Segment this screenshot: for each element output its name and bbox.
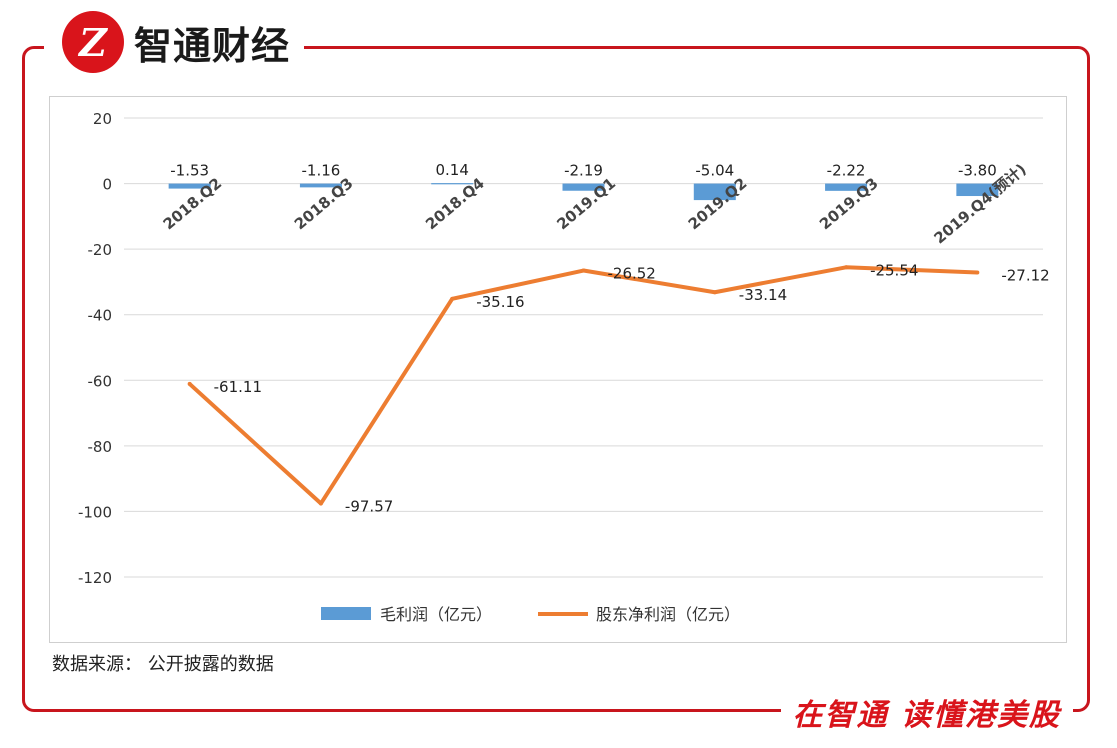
- line-point: [581, 268, 586, 273]
- line-data-label: -61.11: [214, 378, 262, 396]
- bar: [299, 183, 342, 188]
- bar-data-label: -1.16: [302, 162, 341, 180]
- brand-name: 智通财经: [134, 23, 291, 68]
- brand-footer: 在智通 读懂港美股: [780, 690, 1073, 734]
- bar: [825, 183, 868, 191]
- bar-data-label: -1.53: [170, 162, 209, 180]
- y-tick-label: -100: [78, 503, 112, 521]
- line-point: [975, 270, 980, 275]
- bar: [431, 183, 474, 185]
- y-tick-label: -60: [88, 372, 113, 390]
- y-tick-label: -120: [78, 569, 112, 587]
- bar-data-label: 0.14: [436, 161, 469, 179]
- bar-data-label: -5.04: [695, 162, 734, 180]
- line-data-label: -97.57: [345, 497, 393, 515]
- bar: [562, 183, 605, 191]
- logo-mark: Z: [79, 19, 107, 65]
- line-series-net-profit: [188, 265, 978, 506]
- line-point: [844, 265, 849, 270]
- brand-logo-icon: Z: [62, 11, 124, 73]
- x-tick-label: 2019.Q3: [816, 174, 882, 233]
- brand-header: Z 智通财经: [44, 6, 305, 78]
- line-point: [450, 296, 455, 301]
- data-source-note: 数据来源： 公开披露的数据: [52, 654, 274, 675]
- brand-slogan: 在智通 读懂港美股: [792, 698, 1061, 733]
- bar-data-label: -2.19: [564, 162, 603, 180]
- y-tick-label: -40: [88, 307, 113, 325]
- x-tick-label: 2018.Q2: [160, 174, 226, 233]
- y-tick-label: 0: [102, 176, 112, 194]
- line-data-label: -27.12: [1001, 266, 1049, 284]
- y-tick-label: -20: [88, 241, 113, 259]
- line-data-label: -26.52: [608, 265, 656, 283]
- line-point: [712, 290, 717, 295]
- chart-svg: 20 0 -20 -40 -60 -80 -100 -120 -1.53 -1.16 0.14 -2.…: [78, 110, 1050, 624]
- chart-frame: [22, 46, 1090, 712]
- bar: [693, 183, 736, 201]
- x-tick-label: 2019.Q1: [553, 174, 619, 233]
- bar-data-label: -2.22: [827, 162, 866, 180]
- line-data-label: -25.54: [870, 261, 918, 279]
- x-tick-label: 2018.Q4: [422, 174, 488, 233]
- y-tick-label: 20: [93, 110, 112, 128]
- chart-area: 20 0 -20 -40 -60 -80 -100 -120 -1.53 -1.16 0.14 -2.…: [49, 96, 1067, 643]
- y-tick-label: -80: [88, 438, 113, 456]
- line-point: [318, 501, 323, 506]
- legend-swatch-gross-profit: [321, 607, 371, 620]
- bar-data-label: -3.80: [958, 162, 997, 180]
- bar: [168, 183, 211, 189]
- x-tick-label: 2018.Q3: [291, 174, 357, 233]
- legend-label-net-profit: 股东净利润（亿元）: [596, 605, 740, 624]
- line-data-label: -33.14: [739, 286, 787, 304]
- bar: [956, 183, 999, 197]
- line-point: [187, 381, 192, 386]
- legend-label-gross-profit: 毛利润（亿元）: [380, 605, 492, 624]
- x-tick-label: 2019.Q2: [685, 174, 751, 233]
- line-data-label: -35.16: [476, 293, 524, 311]
